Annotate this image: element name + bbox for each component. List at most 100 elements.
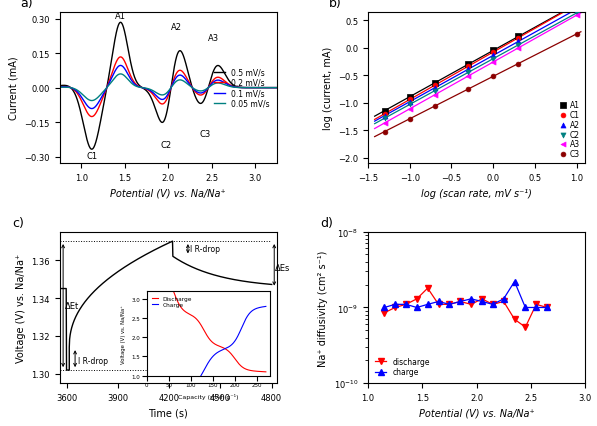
0.1 mV/s — [88, 107, 96, 112]
A3 — [488, 60, 498, 66]
0.5 mV/s — [273, 86, 281, 91]
C1 — [380, 111, 389, 118]
Line: charge: charge — [381, 279, 550, 311]
charge — [402, 302, 410, 307]
Text: I R-drop: I R-drop — [190, 245, 220, 253]
charge — [381, 305, 388, 310]
0.5 mV/s — [88, 147, 96, 153]
0.2 mV/s — [56, 85, 63, 90]
Y-axis label: Current (mA): Current (mA) — [9, 57, 19, 120]
A3 — [572, 13, 581, 20]
0.2 mV/s — [156, 101, 164, 106]
discharge — [457, 299, 464, 304]
A3 — [380, 120, 389, 127]
A3 — [463, 74, 473, 81]
Line: 0.5 mV/s: 0.5 mV/s — [60, 23, 277, 150]
C2 — [405, 102, 414, 109]
charge — [478, 299, 485, 304]
0.5 mV/s — [162, 115, 169, 121]
0.2 mV/s — [117, 55, 124, 60]
discharge — [446, 302, 453, 307]
charge — [543, 305, 550, 310]
charge — [392, 302, 399, 307]
discharge — [543, 305, 550, 310]
discharge — [381, 311, 388, 316]
0.5 mV/s — [267, 86, 274, 91]
discharge — [413, 296, 420, 302]
A3 — [405, 106, 414, 113]
Text: ΔEs: ΔEs — [275, 264, 290, 273]
Text: a): a) — [21, 0, 33, 10]
0.5 mV/s — [117, 21, 124, 26]
discharge — [424, 286, 431, 291]
A2 — [405, 99, 414, 106]
Text: C3: C3 — [200, 129, 211, 138]
A2 — [572, 7, 581, 14]
A1 — [463, 62, 473, 69]
charge — [446, 302, 453, 307]
C3 — [463, 86, 473, 93]
C2 — [463, 70, 473, 77]
A2 — [430, 85, 439, 92]
C1 — [513, 35, 523, 42]
0.2 mV/s — [67, 86, 75, 91]
discharge — [511, 317, 518, 322]
0.1 mV/s — [117, 64, 124, 69]
0.5 mV/s — [156, 118, 164, 123]
C3 — [488, 74, 498, 81]
C3 — [380, 129, 389, 135]
0.2 mV/s — [162, 100, 169, 105]
X-axis label: Potential (V) vs. Na/Na⁺: Potential (V) vs. Na/Na⁺ — [110, 188, 226, 198]
0.5 mV/s — [56, 84, 63, 89]
A2 — [380, 113, 389, 120]
C3 — [405, 116, 414, 123]
0.05 mV/s — [88, 99, 96, 104]
0.05 mV/s — [267, 86, 274, 91]
C2 — [513, 42, 523, 49]
A3 — [513, 45, 523, 52]
C2 — [572, 11, 581, 17]
discharge — [522, 325, 529, 330]
charge — [435, 299, 442, 304]
Line: discharge: discharge — [381, 286, 550, 330]
X-axis label: Potential (V) vs. Na/Na⁺: Potential (V) vs. Na/Na⁺ — [418, 408, 534, 417]
Text: A3: A3 — [208, 34, 219, 43]
0.1 mV/s — [56, 85, 63, 90]
charge — [522, 305, 529, 310]
0.5 mV/s — [67, 86, 75, 91]
0.05 mV/s — [117, 72, 124, 77]
Y-axis label: Na⁺ diffusivity (cm² s⁻¹): Na⁺ diffusivity (cm² s⁻¹) — [318, 250, 328, 366]
charge — [467, 296, 475, 302]
0.05 mV/s — [162, 92, 169, 97]
A1 — [430, 80, 439, 87]
A1 — [380, 108, 389, 115]
C2 — [430, 88, 439, 95]
discharge — [467, 302, 475, 307]
A3 — [430, 92, 439, 99]
Legend: 0.5 mV/s, 0.2 mV/s, 0.1 mV/s, 0.05 mV/s: 0.5 mV/s, 0.2 mV/s, 0.1 mV/s, 0.05 mV/s — [211, 65, 273, 112]
discharge — [392, 305, 399, 310]
charge — [500, 296, 507, 302]
0.05 mV/s — [56, 86, 63, 91]
discharge — [533, 302, 540, 307]
0.2 mV/s — [273, 86, 281, 91]
Text: I R-drop: I R-drop — [78, 356, 107, 365]
Text: C1: C1 — [87, 152, 97, 161]
C1 — [463, 64, 473, 71]
charge — [511, 279, 518, 285]
0.2 mV/s — [267, 86, 274, 91]
C1 — [405, 97, 414, 104]
0.1 mV/s — [227, 84, 235, 89]
A1 — [405, 94, 414, 101]
0.2 mV/s — [227, 83, 235, 89]
C2 — [488, 56, 498, 63]
X-axis label: Time (s): Time (s) — [149, 408, 188, 417]
A2 — [513, 39, 523, 46]
A1 — [488, 48, 498, 55]
A1 — [572, 2, 581, 9]
Legend: A1, C1, A2, C2, A3, C3: A1, C1, A2, C2, A3, C3 — [558, 100, 581, 160]
0.1 mV/s — [267, 86, 274, 91]
charge — [424, 302, 431, 307]
C3 — [430, 104, 439, 110]
Text: b): b) — [329, 0, 341, 10]
